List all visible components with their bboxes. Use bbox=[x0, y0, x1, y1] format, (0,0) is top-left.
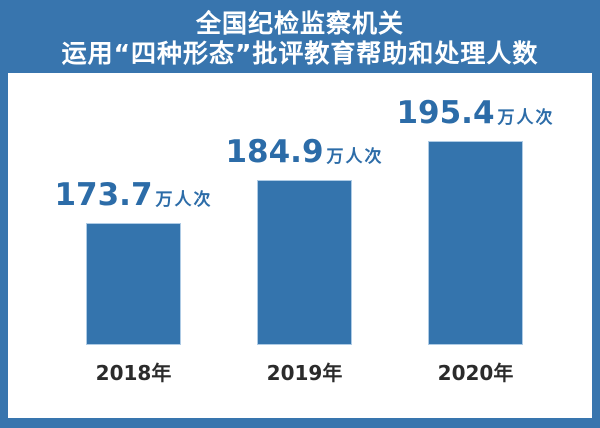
chart-title-line1: 全国纪检监察机关 bbox=[195, 9, 404, 38]
x-axis-label-2019: 2019年 bbox=[266, 361, 343, 385]
value-unit: 万人次 bbox=[326, 147, 384, 167]
chart-title: 全国纪检监察机关 运用“四种形态”批评教育帮助和处理人数 bbox=[0, 9, 600, 69]
value-label-2019: 184.9 万人次 bbox=[225, 134, 383, 170]
x-axis-label-2018: 2018年 bbox=[95, 361, 172, 385]
value-number: 195.4 bbox=[396, 95, 495, 131]
value-unit: 万人次 bbox=[155, 190, 213, 210]
value-number: 173.7 bbox=[54, 177, 153, 213]
value-number: 184.9 bbox=[225, 134, 324, 170]
bar-2020 bbox=[428, 141, 523, 345]
value-label-2018: 173.7 万人次 bbox=[54, 177, 212, 213]
x-axis-label-2020: 2020年 bbox=[437, 361, 514, 385]
value-label-2020: 195.4 万人次 bbox=[396, 95, 554, 131]
chart-panel: 173.7 万人次 184.9 万人次 195.4 万人次 2018年 2019… bbox=[8, 73, 592, 418]
chart-title-line2: 运用“四种形态”批评教育帮助和处理人数 bbox=[61, 39, 539, 68]
bar-group-2020: 195.4 万人次 bbox=[381, 95, 571, 345]
bar-2019 bbox=[257, 180, 352, 345]
bar-2018 bbox=[86, 223, 181, 345]
bar-group-2018: 173.7 万人次 bbox=[39, 177, 229, 345]
value-unit: 万人次 bbox=[497, 108, 555, 128]
bar-group-2019: 184.9 万人次 bbox=[210, 134, 400, 345]
